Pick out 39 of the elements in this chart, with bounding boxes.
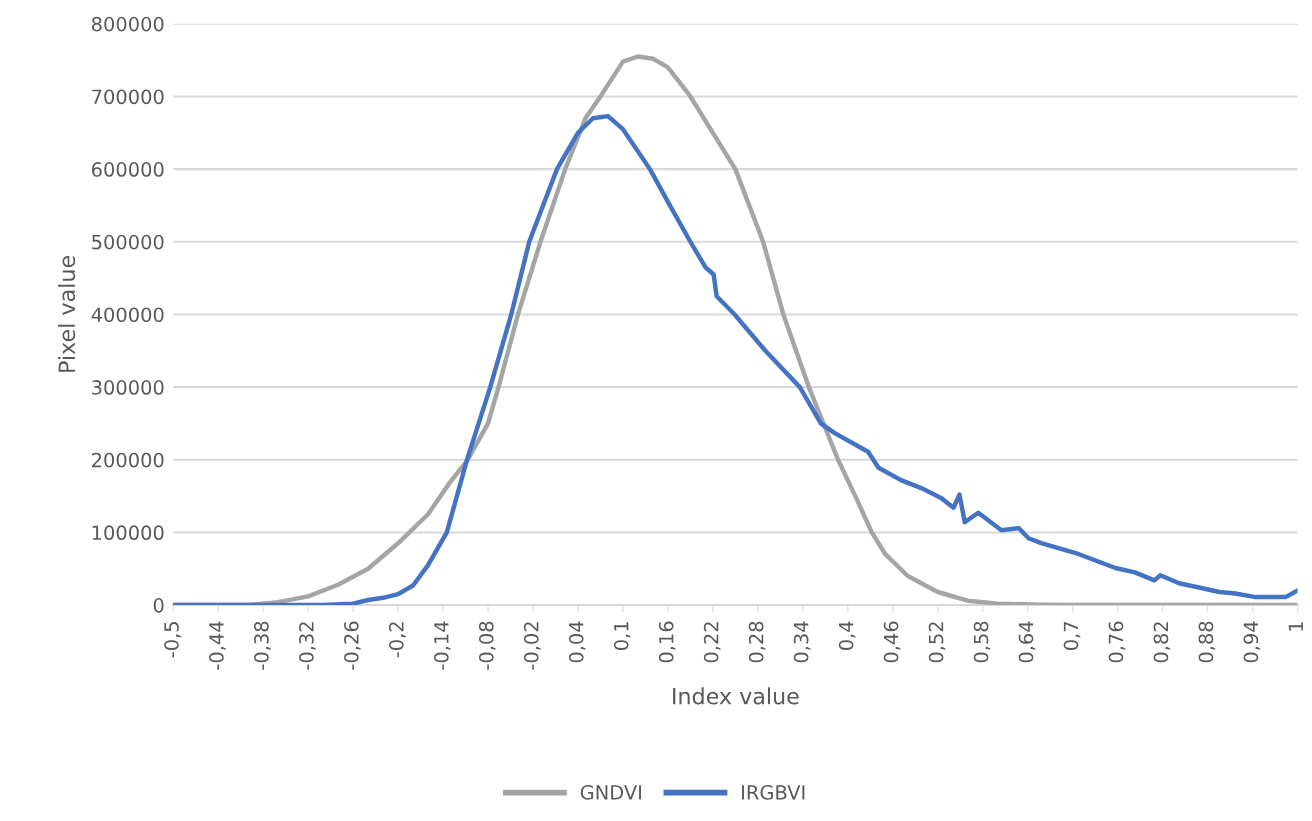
x-tick-label: -0,14 xyxy=(433,621,451,670)
x-tick-label: 0,64 xyxy=(1018,621,1036,663)
x-tick-label: 0,46 xyxy=(883,621,901,663)
y-tick-label: 700000 xyxy=(92,89,164,105)
x-tick-label: 0,7 xyxy=(1063,622,1081,650)
y-tick-label: 300000 xyxy=(92,380,164,395)
y-tick-label: 200000 xyxy=(92,452,164,468)
y-tick-label: 800000 xyxy=(91,16,164,32)
x-tick-label: -0,5 xyxy=(164,622,181,658)
y-tick-label: 600000 xyxy=(91,162,164,177)
x-tick-label: 0,4 xyxy=(838,621,856,650)
x-tick-label: -0,38 xyxy=(254,621,271,670)
x-tick-label: 0,94 xyxy=(1243,621,1261,663)
legend-label: GNDVI xyxy=(580,785,642,800)
x-tick-label: 0,76 xyxy=(1108,621,1126,663)
legend-label: IRGBVI xyxy=(742,785,805,800)
x-tick-label: 0,58 xyxy=(973,621,991,663)
x-tick-label: -0,02 xyxy=(523,622,541,670)
y-tick-label: 0 xyxy=(153,598,164,613)
x-tick-label: 0,1 xyxy=(613,622,631,650)
x-axis-title: Index value xyxy=(673,687,799,705)
x-tick-label: -0,08 xyxy=(478,621,496,670)
y-tick-label: 500000 xyxy=(92,234,164,250)
y-tick-label: 400000 xyxy=(91,307,164,323)
x-tick-label: 0,28 xyxy=(748,621,766,663)
x-tick-label: -0,2 xyxy=(388,622,406,658)
x-tick-label: -0,32 xyxy=(299,622,316,670)
y-tick-label: 100000 xyxy=(92,525,164,541)
y-axis-title: Pixel value xyxy=(58,256,76,372)
x-tick-label: -0,44 xyxy=(209,621,226,670)
x-tick-label: 0,04 xyxy=(568,621,586,663)
x-tick-label: 0,82 xyxy=(1153,622,1171,663)
x-tick-label: 0,34 xyxy=(793,621,811,663)
x-tick-label: 0,52 xyxy=(928,622,946,663)
x-tick-label: 1 xyxy=(1288,622,1303,631)
x-tick-label: 0,88 xyxy=(1198,621,1216,663)
x-tick-label: 0,22 xyxy=(703,622,721,663)
x-tick-label: 0,16 xyxy=(658,621,676,663)
x-tick-label: -0,26 xyxy=(344,621,361,670)
